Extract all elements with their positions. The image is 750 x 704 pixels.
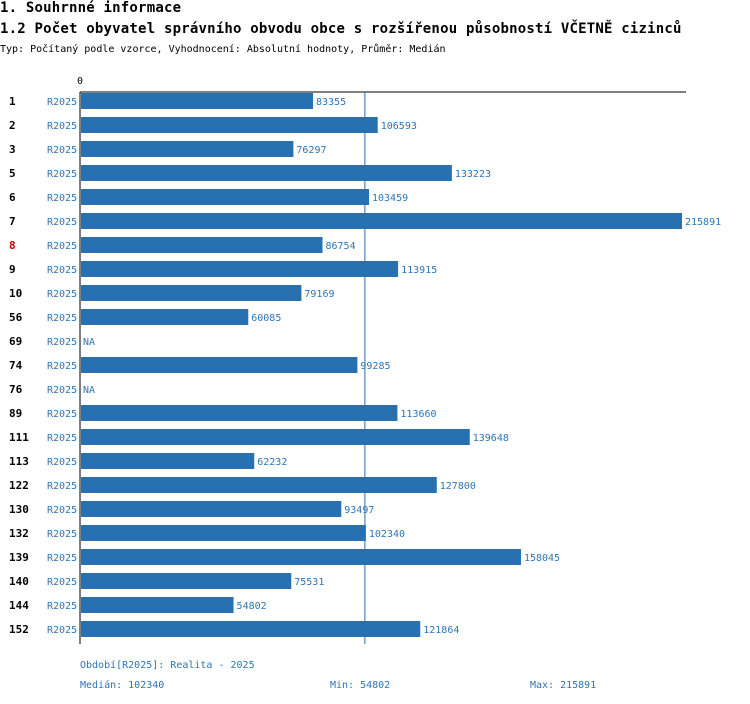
data-label: 102340 [369,529,405,540]
row-id-label: 1 [9,95,16,108]
bar [81,477,437,493]
row-period-label: R2025 [47,625,77,636]
row-period-label: R2025 [47,409,77,420]
bar [81,621,421,637]
data-label: 127800 [440,481,476,492]
row-period-label: R2025 [47,529,77,540]
data-label: 99285 [360,361,390,372]
row-id-label: 122 [9,479,29,492]
data-label: 54802 [237,601,267,612]
row-period-label: R2025 [47,457,77,468]
bar [81,525,366,541]
row-id-label: 76 [9,383,23,396]
row-period-label: R2025 [47,241,77,252]
data-label: 139648 [473,433,509,444]
chart-title: 1.2 Počet obyvatel správního obvodu obce… [0,21,682,37]
footer-max: Max: 215891 [530,680,597,691]
chart-description: Typ: Počítaný podle vzorce, Vyhodnocení:… [0,44,446,55]
row-period-label: R2025 [47,265,77,276]
row-id-label: 7 [9,215,16,228]
data-label: 121864 [423,625,459,636]
bar [81,237,323,253]
row-period-label: R2025 [47,193,77,204]
bar [81,357,358,373]
row-id-label: 152 [9,623,29,636]
row-id-label: 56 [9,311,23,324]
data-label: 93497 [344,505,374,516]
row-period-label: R2025 [47,433,77,444]
row-id-label: 74 [9,359,23,372]
row-period-label: R2025 [47,481,77,492]
data-label: 133223 [455,169,491,180]
data-label: 103459 [372,193,408,204]
bar [81,453,255,469]
data-label: 62232 [257,457,287,468]
row-id-label: 111 [9,431,29,444]
row-id-label: 2 [9,119,16,132]
data-label: NA [83,385,95,396]
row-period-label: R2025 [47,553,77,564]
row-period-label: R2025 [47,121,77,132]
row-period-label: R2025 [47,385,77,396]
x-tick-label: 0 [77,76,83,87]
row-id-label: 10 [9,287,22,300]
bar [81,141,294,157]
bar [81,261,399,277]
data-label: 83355 [316,97,346,108]
row-id-label: 9 [9,263,16,276]
bar [81,117,378,133]
row-period-label: R2025 [47,361,77,372]
row-period-label: R2025 [47,337,77,348]
row-period-label: R2025 [47,289,77,300]
data-label: 215891 [685,217,721,228]
bar [81,285,302,301]
section-heading: 1. Souhrnné informace [0,0,182,16]
row-id-label: 139 [9,551,29,564]
row-period-label: R2025 [47,601,77,612]
data-label: 79169 [304,289,334,300]
bar [81,165,452,181]
data-label: 113915 [401,265,437,276]
row-id-label: 130 [9,503,29,516]
bar [81,405,398,421]
row-id-label: 144 [9,599,29,612]
bar-chart: 0 1 R2025 83355 2 R2025 106593 3 R2025 76297 5 R202… [9,76,721,644]
bar [81,573,292,589]
bar [81,429,470,445]
row-period-label: R2025 [47,97,77,108]
data-label: 60085 [251,313,281,324]
data-label: 86754 [326,241,356,252]
data-label: 113660 [400,409,436,420]
row-period-label: R2025 [47,217,77,228]
bar [81,93,314,109]
row-id-label: 89 [9,407,22,420]
data-label: 158045 [524,553,560,564]
bar [81,213,682,229]
row-period-label: R2025 [47,145,77,156]
data-label: 75531 [294,577,324,588]
row-id-label: 5 [9,167,16,180]
row-period-label: R2025 [47,169,77,180]
row-period-label: R2025 [47,313,77,324]
row-id-label: 69 [9,335,22,348]
row-id-label: 8 [9,239,16,252]
data-label: NA [83,337,95,348]
bar [81,549,521,565]
bar [81,597,234,613]
bar [81,189,370,205]
footer-median: Medián: 102340 [80,680,165,691]
row-id-label: 3 [9,143,16,156]
row-id-label: 132 [9,527,29,540]
footer-period: Období[R2025]: Realita - 2025 [80,660,255,671]
bar [81,309,249,325]
row-id-label: 113 [9,455,29,468]
row-period-label: R2025 [47,577,77,588]
footer-min: Min: 54802 [330,680,391,691]
bar [81,501,342,517]
row-period-label: R2025 [47,505,77,516]
data-label: 106593 [381,121,417,132]
row-id-label: 140 [9,575,29,588]
row-id-label: 6 [9,191,16,204]
data-label: 76297 [296,145,326,156]
